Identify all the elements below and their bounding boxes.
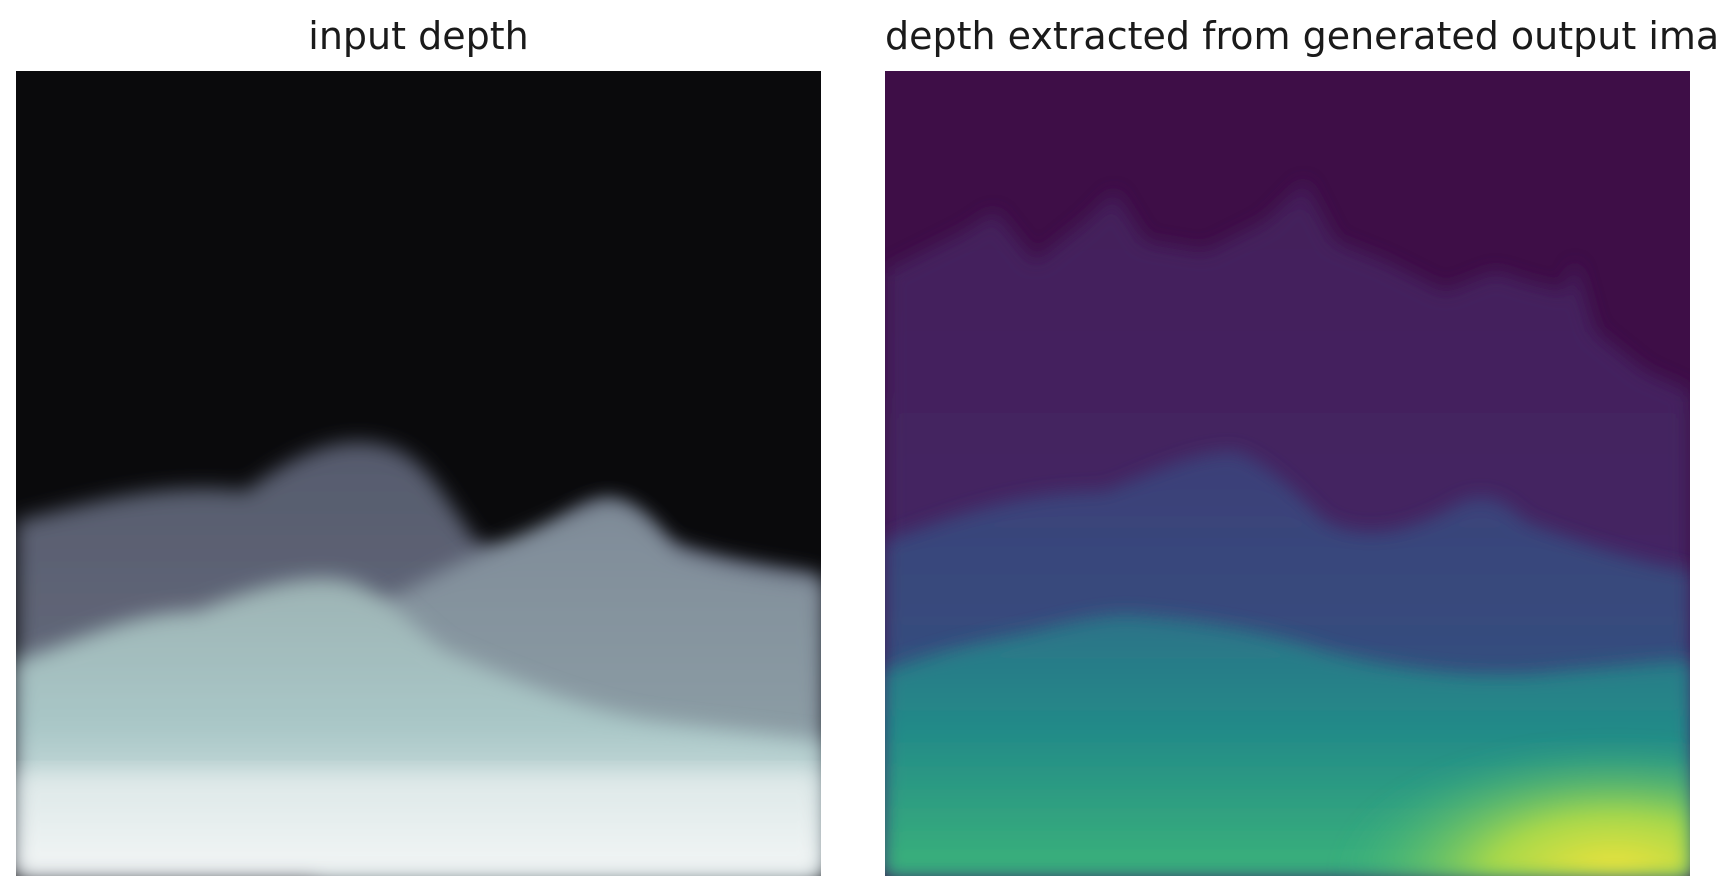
panel-title: depth extracted from generated output im… xyxy=(885,14,1716,58)
extracted-depth-panel: depth extracted from generated output im… xyxy=(885,0,1716,884)
input-depth-image xyxy=(16,71,821,876)
input-depth-panel: input depth xyxy=(16,0,821,884)
panel-title: input depth xyxy=(308,14,529,58)
extracted-depth-image xyxy=(885,71,1690,876)
